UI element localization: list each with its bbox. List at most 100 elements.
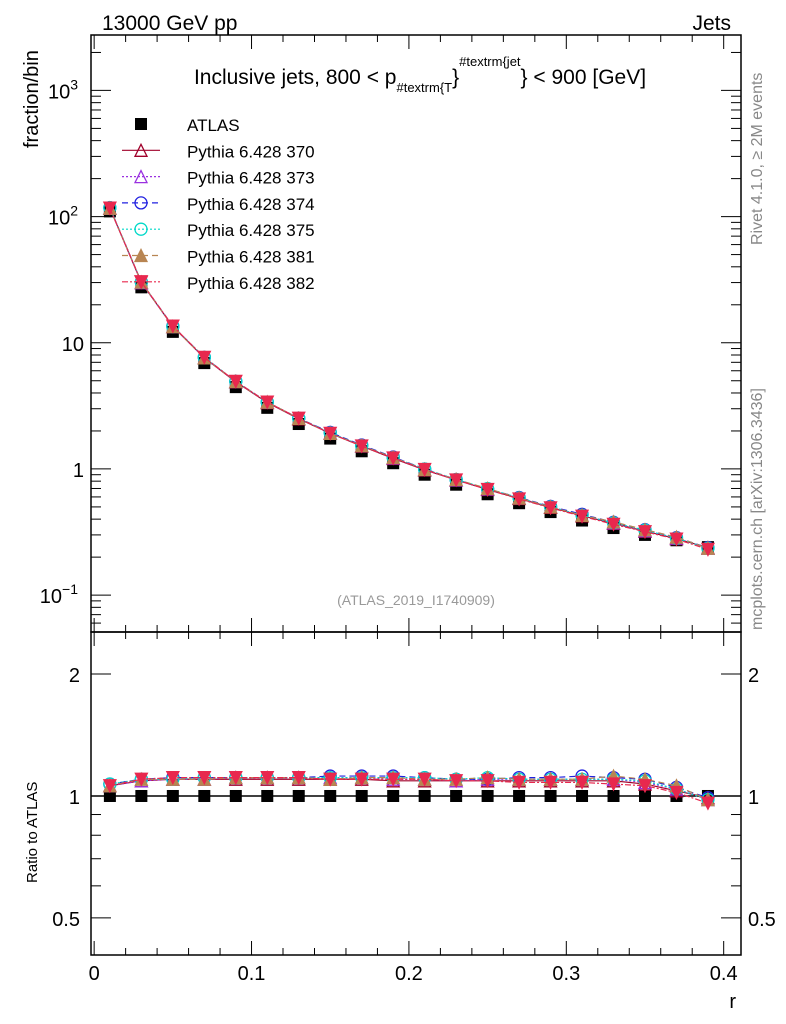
series-point-5: [543, 501, 558, 516]
atlas-ratio-point: [355, 789, 368, 802]
header-energy: 13000 GeV pp: [102, 12, 237, 35]
analysis-watermark: (ATLAS_2019_I1740909): [337, 592, 495, 608]
atlas-ratio-point: [292, 789, 305, 802]
x-tick-label: 0.2: [395, 963, 423, 985]
y-tick-label: 1: [73, 460, 84, 482]
series-point-5: [165, 319, 180, 334]
ratio-line-4: [109, 775, 709, 801]
series-point-5: [606, 517, 621, 532]
chart-title: Inclusive jets, 800 < p#textrm{T}#textrm…: [194, 54, 646, 95]
legend-label: Pythia 6.428 375: [187, 221, 315, 240]
ratio-point-5: [417, 772, 432, 787]
x-axis-label: r: [729, 991, 736, 1013]
ratio-point-5: [102, 779, 117, 794]
legend-marker-icon: [135, 118, 147, 130]
atlas-ratio-point: [638, 789, 651, 802]
series-point-5: [102, 201, 117, 216]
ratio-point-5: [606, 777, 621, 792]
x-tick-label: 0.4: [710, 963, 738, 985]
x-tick-label: 0.1: [238, 963, 266, 985]
ratio-point-5: [354, 772, 369, 787]
series-point-5: [574, 509, 590, 524]
x-tick-label: 0.3: [552, 963, 580, 985]
atlas-ratio-point: [198, 789, 211, 802]
ratio-axis-label: Ratio to ATLAS: [24, 782, 41, 883]
ratio-point-5: [386, 772, 401, 787]
ratio-frame: [90, 631, 742, 956]
series-point-5: [291, 411, 306, 426]
ratio-point-5: [669, 785, 684, 800]
legend: ATLAS Pythia 6.428 370 Pythia 6.428 373 Pyt…: [122, 116, 315, 293]
atlas-ratio-point: [229, 789, 242, 802]
atlas-ratio-point: [607, 789, 620, 802]
atlas-ratio-point: [324, 789, 337, 802]
ratio-point-5: [449, 774, 464, 789]
y-tick-label: 103: [48, 76, 78, 103]
ratio-point-5: [165, 770, 180, 786]
atlas-ratio-point: [166, 789, 179, 802]
ratio-point-5: [574, 775, 590, 790]
legend-label: Pythia 6.428 370: [187, 142, 315, 161]
ratio-point-5: [512, 775, 527, 790]
atlas-ratio-point: [387, 789, 400, 802]
ratio-point-5: [291, 770, 306, 786]
x-tick-label: 0: [89, 963, 100, 985]
legend-marker-icon: [133, 142, 149, 157]
atlas-ratio-point: [513, 789, 526, 802]
series-point-5: [228, 374, 243, 389]
ratio-point-5: [134, 772, 149, 787]
y-tick-label: 10−1: [40, 581, 78, 608]
series-point-5: [700, 542, 716, 557]
y-axis-label: fraction/bin: [21, 50, 43, 148]
legend-marker-icon: [133, 248, 149, 263]
legend-label: ATLAS: [187, 116, 240, 135]
ratio-point-5: [260, 770, 275, 786]
legend-label: Pythia 6.428 374: [187, 195, 315, 214]
series-point-5: [669, 532, 684, 547]
ratio-point-5: [700, 796, 716, 811]
legend-marker-icon: [133, 169, 149, 184]
atlas-ratio-point: [544, 789, 557, 802]
ratio-point-5: [197, 770, 212, 786]
ratio-line-5: [109, 777, 709, 804]
y-tick-label: 10: [62, 334, 84, 356]
header-jets: Jets: [692, 12, 731, 35]
atlas-ratio-point: [481, 789, 494, 802]
atlas-ratio-point: [450, 789, 463, 802]
series-point-5: [354, 439, 369, 454]
series-point-5: [386, 451, 401, 466]
legend-marker-icon: [134, 222, 148, 236]
series-point-5: [417, 462, 432, 477]
series-point-5: [480, 482, 495, 497]
ratio-point-5: [543, 775, 558, 790]
rivet-label: Rivet 4.1.0, ≥ 2M events: [749, 73, 766, 245]
series-point-5: [637, 525, 653, 540]
series-point-5: [512, 492, 527, 507]
ratio-point-5: [637, 779, 653, 794]
ratio-tick-label-right: 0.5: [748, 909, 776, 931]
ratio-tick-label-right: 1: [748, 787, 759, 809]
atlas-ratio-point: [418, 789, 431, 802]
ratio-tick-label: 1: [69, 787, 80, 809]
ratio-tick-label-right: 2: [748, 665, 759, 687]
legend-label: Pythia 6.428 382: [187, 274, 315, 293]
series-line-5: [109, 207, 709, 550]
legend-label: Pythia 6.428 381: [187, 248, 315, 267]
atlas-ratio-point: [103, 789, 116, 802]
atlas-ratio-point: [576, 789, 589, 802]
series-point-5: [323, 426, 338, 441]
ratio-point-5: [323, 772, 338, 787]
y-tick-label: 102: [48, 203, 78, 230]
legend-label: Pythia 6.428 373: [187, 169, 315, 188]
series-point-5: [197, 350, 212, 365]
legend-marker-icon: [133, 275, 149, 290]
series-point-5: [260, 395, 275, 410]
series-point-5: [449, 473, 464, 488]
atlas-ratio-point: [135, 789, 148, 802]
ratio-point-5: [228, 770, 243, 786]
ratio-point-5: [480, 774, 495, 789]
atlas-ratio-point: [261, 789, 274, 802]
mcplots-label: mcplots.cern.ch [arXiv:1306.3436]: [749, 388, 766, 630]
legend-marker-icon: [134, 196, 148, 210]
